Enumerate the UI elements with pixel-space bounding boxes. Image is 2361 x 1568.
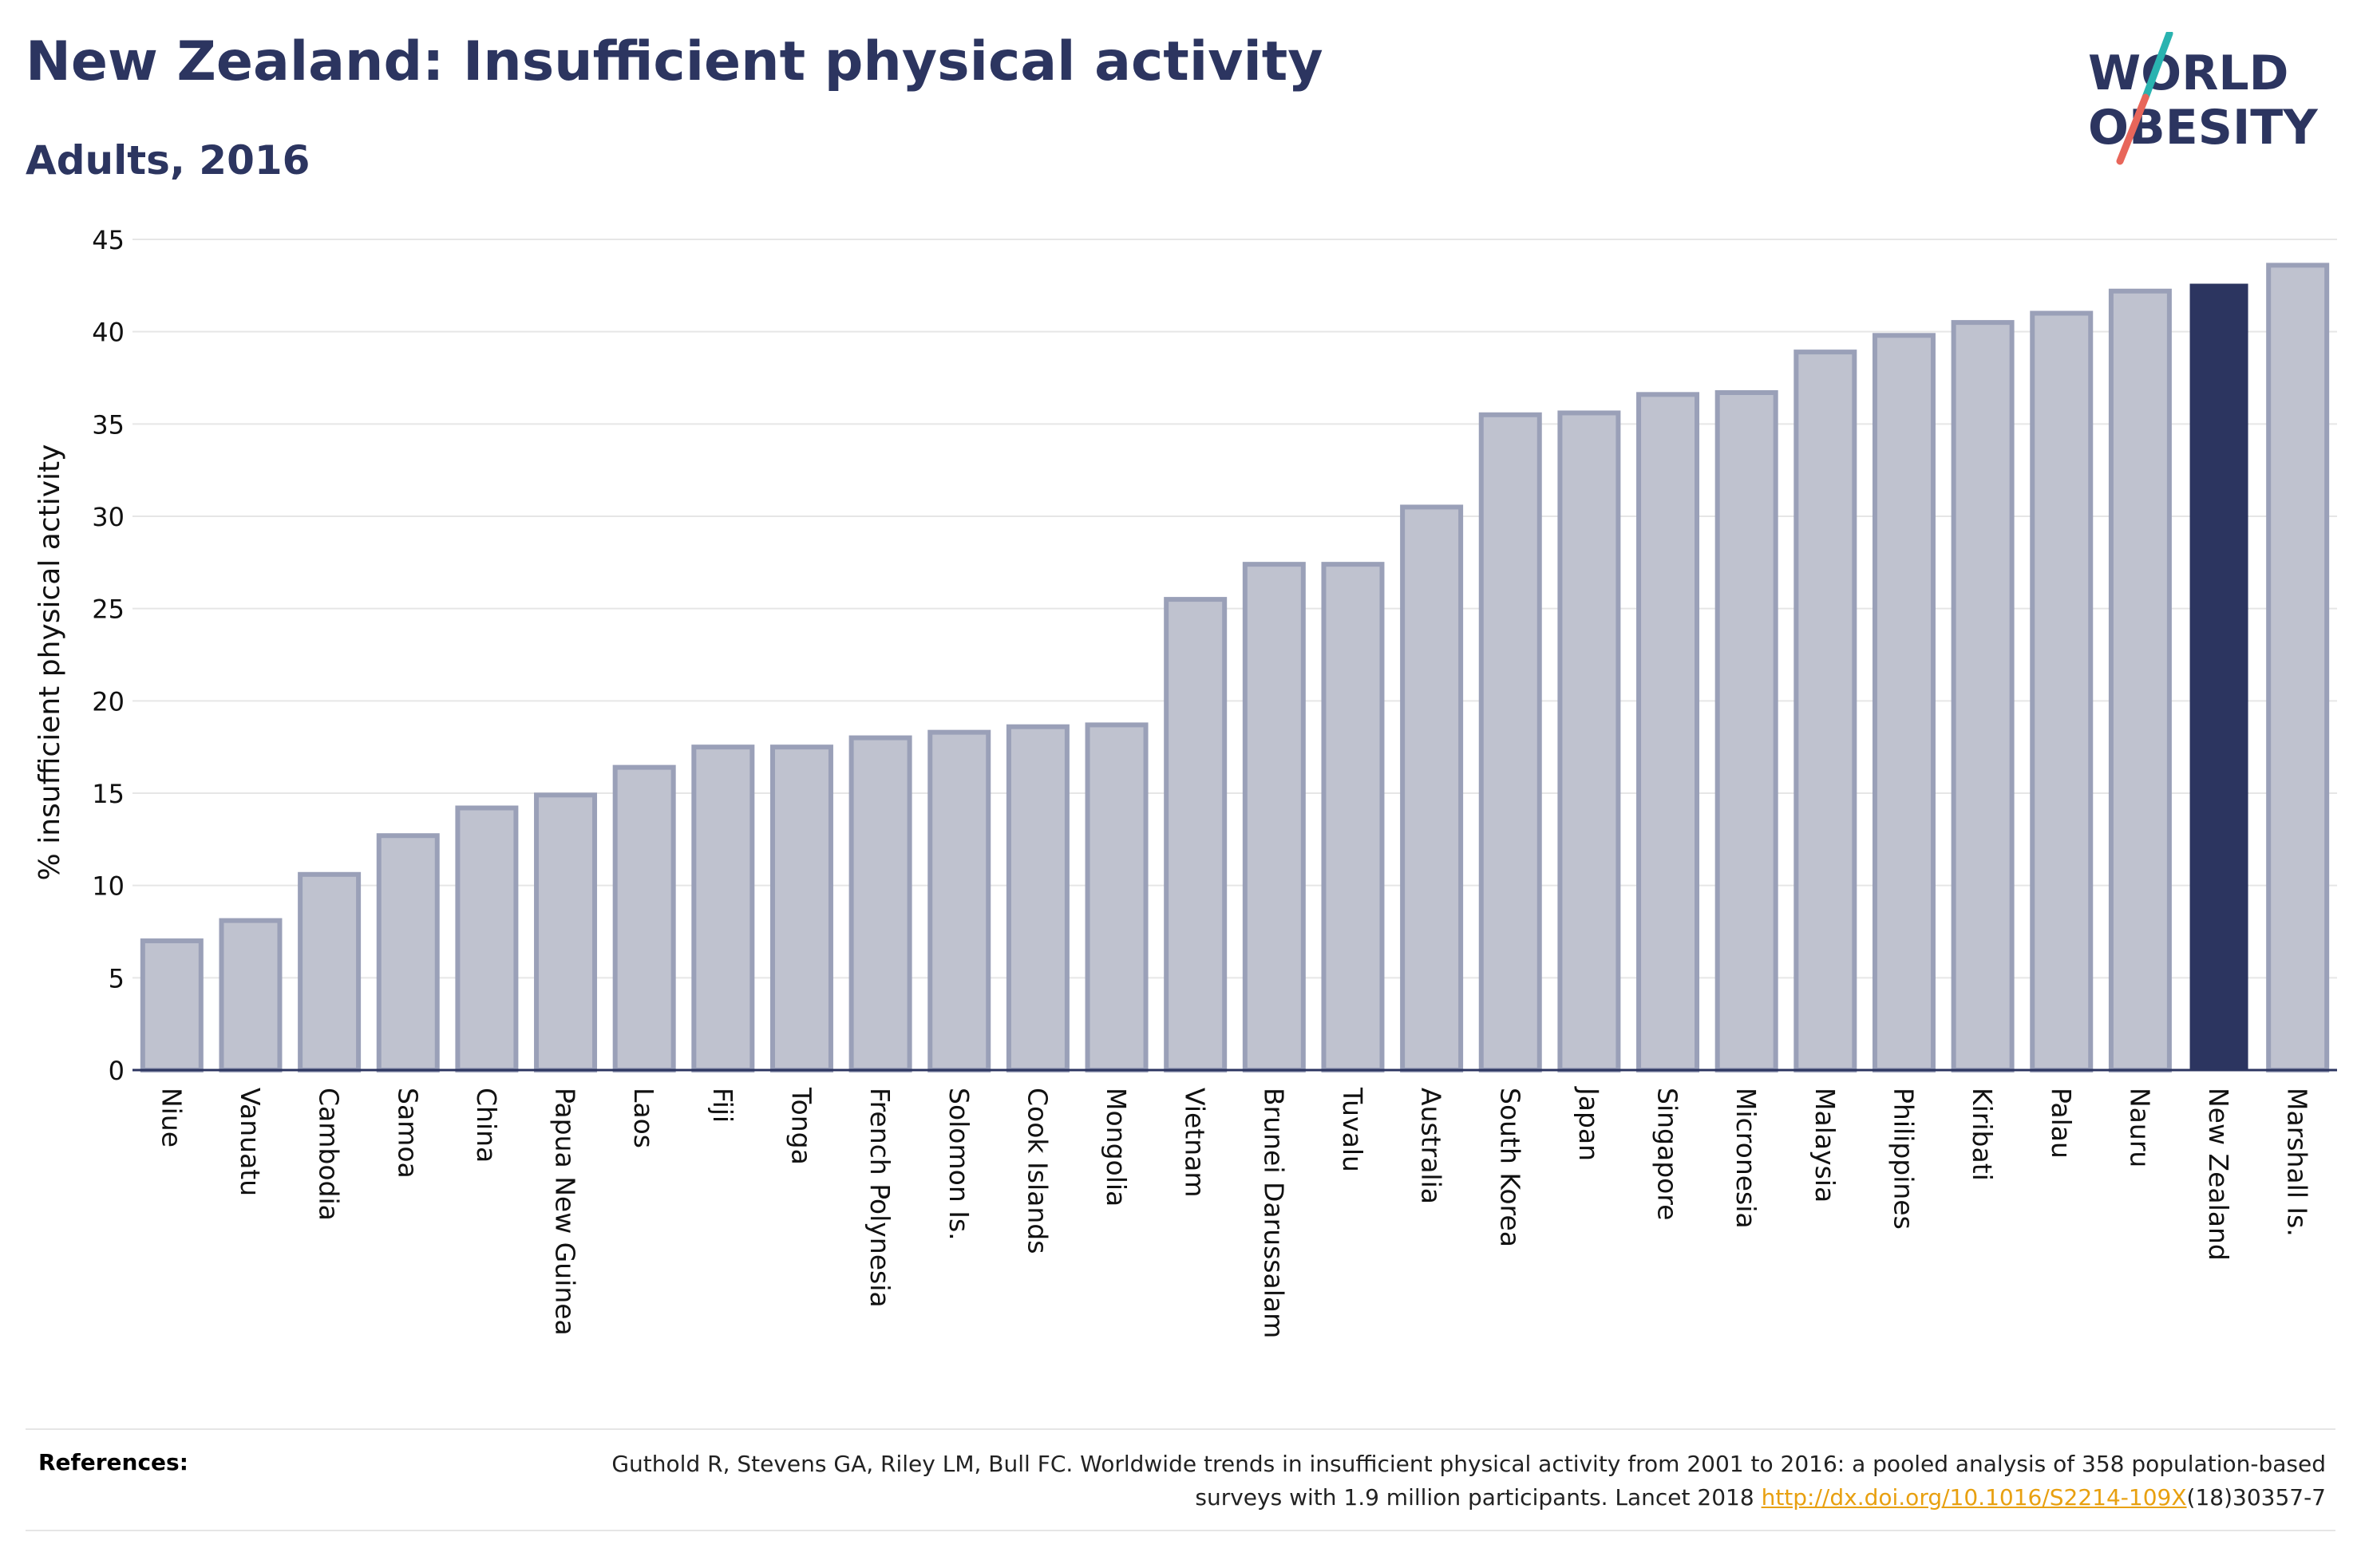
x-tick-label-french-polynesia: French Polynesia bbox=[864, 1088, 896, 1308]
x-tick-label-palau: Palau bbox=[2046, 1088, 2077, 1159]
bar-laos bbox=[612, 764, 676, 1072]
y-tick-label: 25 bbox=[92, 594, 125, 625]
x-tick-label-fiji: Fiji bbox=[707, 1088, 738, 1123]
x-tick-label-solomon-is: Solomon Is. bbox=[943, 1088, 975, 1241]
x-tick-label-vietnam: Vietnam bbox=[1180, 1088, 1211, 1198]
y-tick-label: 30 bbox=[92, 502, 125, 532]
logo-slash-top-icon bbox=[2142, 32, 2173, 101]
bar-palau bbox=[2030, 310, 2094, 1072]
x-tick-label-kiribati: Kiribati bbox=[1967, 1088, 1998, 1181]
world-obesity-logo: WORLD OBESITY bbox=[2088, 32, 2319, 165]
y-tick-label: 15 bbox=[92, 779, 125, 809]
bar-tuvalu bbox=[1321, 562, 1385, 1072]
x-tick-label-micronesia: Micronesia bbox=[1730, 1088, 1762, 1229]
x-tick-label-papua-new-guinea: Papua New Guinea bbox=[550, 1088, 581, 1336]
references-label: References: bbox=[38, 1449, 188, 1475]
x-tick-label-cambodia: Cambodia bbox=[314, 1088, 345, 1221]
x-tick-label-south-korea: South Korea bbox=[1494, 1088, 1525, 1247]
x-tick-label-tonga: Tonga bbox=[785, 1087, 817, 1165]
bar-vanuatu bbox=[219, 918, 283, 1072]
bar-cook-islands bbox=[1006, 724, 1070, 1072]
bar-fiji bbox=[691, 745, 755, 1073]
bar-kiribati bbox=[1951, 320, 2015, 1073]
bar-singapore bbox=[1636, 392, 1700, 1072]
references-section: References: Guthold R, Stevens GA, Riley… bbox=[26, 1428, 2335, 1531]
x-tick-label-australia: Australia bbox=[1416, 1088, 1447, 1204]
x-tick-label-laos: Laos bbox=[628, 1088, 659, 1148]
bar-niue bbox=[140, 938, 204, 1072]
bar-vietnam bbox=[1164, 597, 1228, 1072]
bar-tonga bbox=[769, 745, 833, 1073]
x-tick-label-niue: Niue bbox=[156, 1088, 187, 1147]
bar-new-zealand bbox=[2189, 283, 2248, 1070]
x-tick-label-marshall-is: Marshall Is. bbox=[2282, 1088, 2313, 1237]
y-tick-label: 0 bbox=[109, 1056, 125, 1086]
x-tick-label-tuvalu: Tuvalu bbox=[1337, 1087, 1368, 1172]
bar-french-polynesia bbox=[848, 735, 912, 1072]
bar-chart: 0 5 10 15 20 25 30 35 40 45 Niue Vanuatu Cambodia Sam… bbox=[34, 225, 2337, 1338]
x-tick-label-samoa: Samoa bbox=[392, 1088, 423, 1179]
page-title: New Zealand: Insufficient physical activ… bbox=[26, 30, 1323, 93]
y-tick-label: 45 bbox=[92, 225, 125, 255]
bar-south-korea bbox=[1478, 412, 1542, 1072]
bar-china bbox=[455, 805, 519, 1072]
x-tick-label-brunei-darussalam: Brunei Darussalam bbox=[1258, 1088, 1289, 1338]
bar-samoa bbox=[376, 833, 440, 1072]
y-axis-title: % insufficient physical activity bbox=[34, 444, 66, 881]
references-doi-link[interactable]: http://dx.doi.org/10.1016/S2214-109X bbox=[1761, 1484, 2187, 1511]
x-tick-label-nauru: Nauru bbox=[2124, 1088, 2155, 1167]
bar-micronesia bbox=[1714, 390, 1778, 1072]
x-tick-label-china: China bbox=[471, 1088, 502, 1163]
x-tick-label-singapore: Singapore bbox=[1652, 1088, 1683, 1220]
x-tick-label-mongolia: Mongolia bbox=[1101, 1088, 1132, 1207]
bar-philippines bbox=[1872, 333, 1936, 1072]
bar-marshall-is bbox=[2266, 263, 2330, 1072]
logo-line-1: WORLD bbox=[2088, 45, 2288, 101]
bar-mongolia bbox=[1085, 722, 1149, 1072]
references-doi-suffix: (18)30357-7 bbox=[2186, 1484, 2326, 1511]
axes: 0 5 10 15 20 25 30 35 40 45 Niue Vanuatu Cambodia Sam… bbox=[92, 225, 2337, 1338]
y-tick-label: 20 bbox=[92, 686, 125, 717]
x-tick-label-new-zealand: New Zealand bbox=[2203, 1088, 2234, 1261]
logo-slash-bottom-icon bbox=[2116, 93, 2149, 165]
bar-papua-new-guinea bbox=[534, 792, 598, 1073]
bar-japan bbox=[1557, 410, 1621, 1072]
page-subtitle: Adults, 2016 bbox=[26, 137, 310, 184]
x-tick-label-cook-islands: Cook Islands bbox=[1022, 1088, 1053, 1254]
bar-australia bbox=[1400, 504, 1464, 1072]
bar-nauru bbox=[2108, 288, 2172, 1073]
references-citation: Guthold R, Stevens GA, Riley LM, Bull FC… bbox=[570, 1448, 2326, 1515]
bar-malaysia bbox=[1793, 350, 1857, 1072]
x-tick-label-japan: Japan bbox=[1573, 1086, 1604, 1161]
bar-brunei-darussalam bbox=[1242, 562, 1306, 1072]
y-tick-label: 35 bbox=[92, 409, 125, 440]
y-tick-label: 5 bbox=[109, 963, 125, 993]
x-tick-label-malaysia: Malaysia bbox=[1809, 1088, 1841, 1203]
y-tick-label: 10 bbox=[92, 871, 125, 902]
references-text: Guthold R, Stevens GA, Riley LM, Bull FC… bbox=[611, 1451, 2326, 1511]
y-tick-label: 40 bbox=[92, 318, 125, 348]
bars bbox=[140, 263, 2330, 1073]
bar-solomon-is bbox=[927, 729, 991, 1072]
x-tick-label-philippines: Philippines bbox=[1888, 1088, 1919, 1230]
bar-cambodia bbox=[298, 871, 362, 1072]
x-tick-label-vanuatu: Vanuatu bbox=[235, 1088, 266, 1196]
